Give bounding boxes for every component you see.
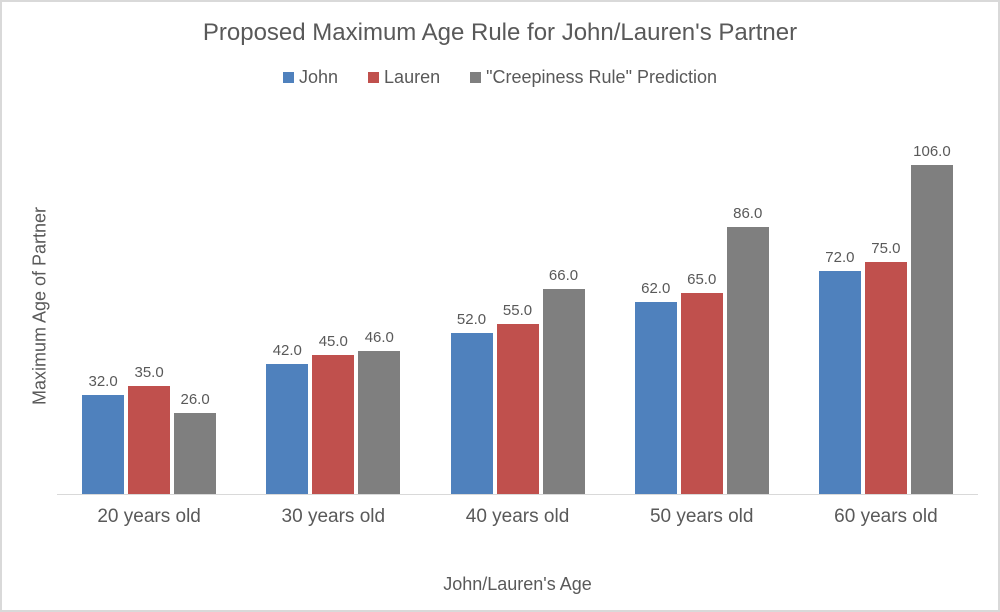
bar: 106.0	[910, 143, 953, 494]
bar-value-label: 55.0	[502, 301, 533, 319]
x-tick-label: 60 years old	[834, 506, 938, 527]
bar: 65.0	[680, 271, 723, 494]
bar: 45.0	[312, 333, 355, 494]
x-axis-title: John/Lauren's Age	[443, 574, 592, 594]
legend-label: Lauren	[384, 67, 441, 87]
bar-value-label: 46.0	[364, 329, 394, 347]
bar: 35.0	[128, 364, 171, 494]
legend-label: John	[299, 67, 339, 87]
bar-value-label: 65.0	[687, 270, 717, 288]
legend-label: "Creepiness Rule" Prediction	[486, 67, 717, 87]
x-tick-label: 20 years old	[97, 506, 201, 527]
bar: 55.0	[496, 302, 539, 494]
chart-title: Proposed Maximum Age Rule for John/Laure…	[202, 19, 798, 46]
bar: 46.0	[358, 329, 401, 494]
bar-group: 52.0 55.0 66.0	[425, 122, 609, 494]
bar-value-label: 32.0	[88, 372, 118, 390]
legend: John Lauren "Creepiness Rule" Prediction	[2, 67, 998, 88]
bar-value-label: 66.0	[548, 267, 579, 285]
x-tick-label: 40 years old	[465, 506, 570, 527]
bar: 86.0	[726, 205, 769, 494]
bar-value-label: 106.0	[913, 143, 951, 161]
plot-area: 32.0 35.0 26.0 42.0 45.0 46.0 52.0 55.0 66.0 62.0…	[57, 122, 978, 495]
legend-item: "Creepiness Rule" Prediction	[470, 67, 717, 88]
bar-group: 72.0 75.0 106.0	[794, 122, 978, 494]
bar-value-label: 62.0	[641, 279, 671, 297]
bar: 75.0	[864, 240, 907, 494]
legend-swatch	[368, 72, 380, 83]
bar-value-label: 72.0	[825, 248, 855, 266]
legend-item: John	[283, 67, 338, 88]
bar-value-label: 45.0	[318, 332, 348, 350]
legend-swatch	[283, 72, 294, 83]
x-axis-tick-labels: 20 years old 30 years old 40 years old 50 y…	[57, 506, 978, 528]
bar-value-label: 35.0	[134, 363, 164, 381]
bar: 62.0	[634, 280, 677, 494]
y-axis-title: Maximum Age of Partner	[29, 206, 50, 406]
legend-swatch	[470, 72, 482, 83]
bar: 52.0	[450, 311, 493, 494]
bar-value-label: 86.0	[733, 205, 763, 223]
x-tick-label: 30 years old	[281, 506, 386, 527]
bar-value-label: 75.0	[871, 239, 901, 257]
bar-value-label: 42.0	[272, 341, 302, 359]
bar-group: 32.0 35.0 26.0	[57, 122, 241, 494]
bar-value-label: 26.0	[180, 391, 210, 409]
bar-group: 42.0 45.0 46.0	[241, 122, 425, 494]
bar-group: 62.0 65.0 86.0	[610, 122, 794, 494]
bar: 66.0	[542, 267, 585, 494]
bar: 42.0	[266, 342, 309, 494]
bar: 26.0	[174, 391, 217, 494]
bar: 72.0	[818, 249, 861, 494]
bar-value-label: 52.0	[456, 310, 487, 328]
x-tick-label: 50 years old	[649, 506, 754, 527]
legend-item: Lauren	[368, 67, 440, 88]
bar: 32.0	[82, 373, 125, 494]
